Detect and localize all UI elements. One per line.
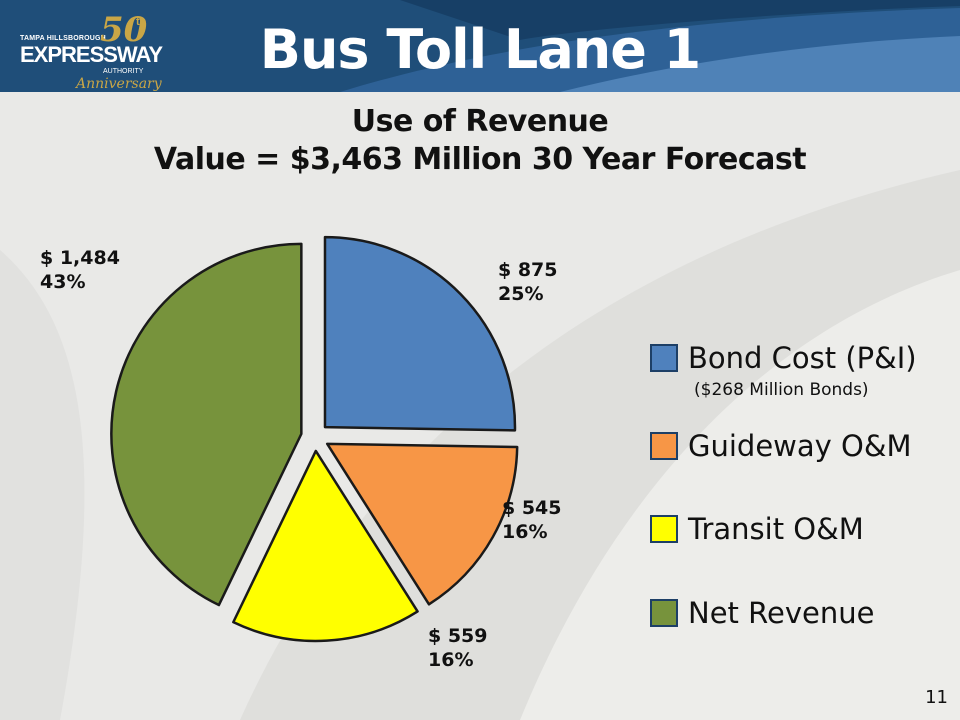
chart-subtitle: Use of Revenue Value = $3,463 Million 30… xyxy=(0,103,960,179)
slice-value-label: $ 559 xyxy=(428,625,488,647)
header-swoosh xyxy=(340,0,960,92)
slice-label-guideway: $ 545 16% xyxy=(502,496,562,544)
slice-percent-label: 43% xyxy=(40,271,86,293)
legend-item-transit: Transit O&M xyxy=(650,509,864,549)
legend-item-bond: Bond Cost (P&I) xyxy=(650,338,917,378)
slice-value-label: $ 1,484 xyxy=(40,247,120,269)
legend-label: Bond Cost (P&I) xyxy=(688,341,917,375)
expressway-logo: TAMPA HILLSBOROUGH EXPRESSWAY 50 th AUTH… xyxy=(18,8,168,92)
slice-label-transit: $ 559 16% xyxy=(428,624,488,672)
subtitle-line-1: Use of Revenue xyxy=(351,104,609,139)
logo-anniversary-word: Anniversary xyxy=(76,76,162,92)
slice-percent-label: 16% xyxy=(428,649,474,671)
slice-label-net: $ 1,484 43% xyxy=(40,246,120,294)
legend-bond-note: ($268 Million Bonds) xyxy=(694,380,869,400)
slice-value-label: $ 875 xyxy=(498,259,558,281)
slice-percent-label: 16% xyxy=(502,521,548,543)
legend-swatch xyxy=(650,344,678,372)
legend-label: Guideway O&M xyxy=(688,429,912,463)
legend-swatch xyxy=(650,599,678,627)
pie-slice-guideway xyxy=(325,442,519,606)
logo-top-text: TAMPA HILLSBOROUGH xyxy=(20,35,106,42)
page-number: 11 xyxy=(925,687,948,708)
page-title: Bus Toll Lane 1 xyxy=(259,18,701,81)
logo-anniversary-suffix: th xyxy=(136,16,147,28)
logo-brand: EXPRESSWAY xyxy=(20,42,163,67)
header-bar: TAMPA HILLSBOROUGH EXPRESSWAY 50 th AUTH… xyxy=(0,0,960,92)
pie-slice-bond xyxy=(323,235,517,432)
legend-label: Transit O&M xyxy=(688,512,864,546)
pie-slice-transit xyxy=(232,449,419,643)
slice-label-bond: $ 875 25% xyxy=(498,258,558,306)
slice-value-label: $ 545 xyxy=(502,497,562,519)
logo-authority: AUTHORITY xyxy=(103,68,144,75)
legend-swatch xyxy=(650,432,678,460)
legend-swatch xyxy=(650,515,678,543)
legend-label: Net Revenue xyxy=(688,596,875,630)
logo-anniversary-number: 50 xyxy=(100,10,148,50)
slice-percent-label: 25% xyxy=(498,283,544,305)
pie-slice-net xyxy=(110,242,303,607)
legend-item-net: Net Revenue xyxy=(650,593,874,633)
subtitle-line-2: Value = $3,463 Million 30 Year Forecast xyxy=(153,142,807,177)
legend-item-guideway: Guideway O&M xyxy=(650,426,912,466)
